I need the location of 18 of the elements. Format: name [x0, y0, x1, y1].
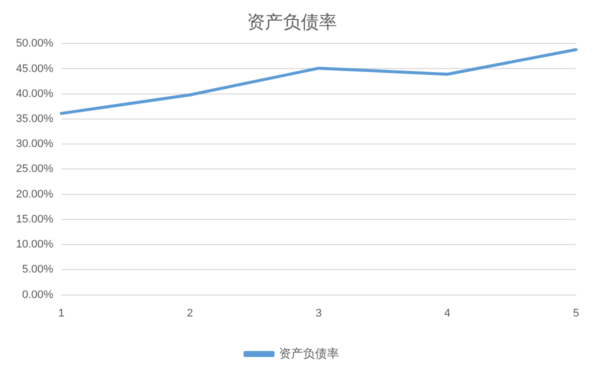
y-tick-label: 50.00%: [16, 38, 54, 50]
y-tick-label: 10.00%: [16, 238, 54, 251]
legend-label: 资产负债率: [279, 346, 339, 360]
y-tick-label: 5.00%: [22, 264, 54, 276]
y-tick-label: 20.00%: [16, 188, 54, 200]
x-tick-label: 4: [444, 307, 450, 320]
x-tick-label: 2: [186, 307, 194, 320]
y-tick-label: 35.00%: [16, 112, 54, 125]
y-tick-label: 30.00%: [16, 138, 54, 150]
y-tick-label: 0.00%: [22, 288, 54, 301]
y-tick-label: 15.00%: [16, 213, 54, 226]
y-tick-label: 40.00%: [16, 88, 54, 100]
x-tick-label: 1: [58, 307, 64, 320]
x-tick-label: 3: [316, 307, 322, 320]
y-tick-label: 25.00%: [16, 163, 54, 176]
x-tick-label: 5: [572, 307, 580, 320]
y-tick-label: 45.00%: [16, 62, 54, 75]
chart-title: 资产负债率: [247, 12, 337, 32]
